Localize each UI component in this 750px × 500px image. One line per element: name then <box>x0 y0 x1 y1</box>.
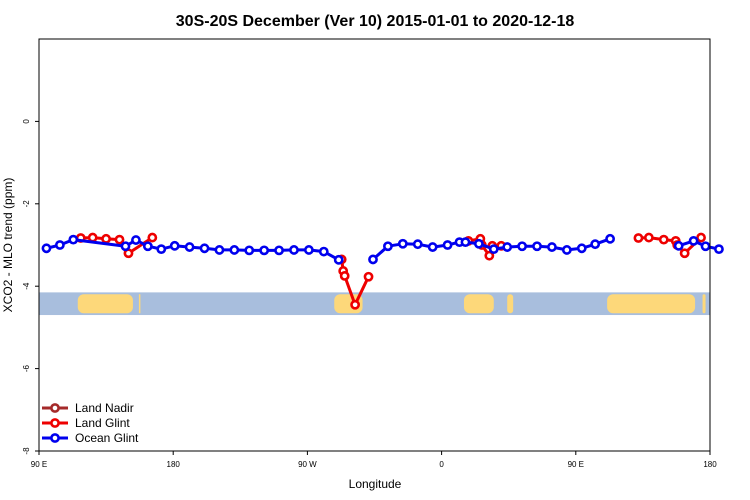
y-tick-label: -6 <box>22 364 31 372</box>
land-patch <box>607 294 696 314</box>
y-tick-label: 0 <box>22 119 31 124</box>
land-patch <box>507 294 514 314</box>
data-point <box>199 243 210 254</box>
data-point <box>101 233 111 244</box>
legend-label: Ocean Glint <box>75 431 139 445</box>
legend-label: Land Nadir <box>75 401 134 415</box>
y-axis-label: XCO2 - MLO trend (ppm) <box>1 178 15 313</box>
legend-label: Land Glint <box>75 416 130 430</box>
data-point <box>488 244 499 255</box>
y-axis: 0 -2 -4 -6 -8 <box>22 119 39 455</box>
x-tick-label: 90 E <box>568 460 584 469</box>
legend-item: Ocean Glint <box>42 431 139 445</box>
data-point <box>114 234 125 245</box>
legend-item: Land Glint <box>42 416 130 430</box>
data-point <box>368 254 378 265</box>
plot-frame <box>38 38 711 452</box>
data-point <box>412 239 423 250</box>
data-point <box>484 250 495 261</box>
y-tick-label: -4 <box>22 282 31 290</box>
data-point <box>289 245 299 255</box>
data-point <box>303 245 314 255</box>
data-point <box>688 235 699 246</box>
data-point <box>673 240 684 251</box>
series-layer <box>41 232 724 310</box>
y-tick-label: -2 <box>22 200 31 208</box>
data-point <box>339 270 350 281</box>
data-point <box>590 239 601 250</box>
data-point <box>442 240 453 250</box>
x-tick-label: 0 <box>439 460 444 469</box>
data-point <box>473 238 484 249</box>
x-tick-label: 90 E <box>31 460 47 469</box>
data-point <box>350 299 361 310</box>
data-point <box>274 245 284 256</box>
x-axis: 90 E 180 90 W 0 90 E 180 <box>31 451 717 469</box>
data-point <box>156 244 167 255</box>
data-point <box>643 232 654 243</box>
data-point <box>169 240 180 251</box>
map-strip <box>39 292 710 316</box>
data-point <box>517 241 528 252</box>
x-tick-label: 180 <box>167 460 181 469</box>
data-point <box>142 241 153 252</box>
data-point <box>700 241 711 252</box>
data-point <box>229 245 240 255</box>
land-patch <box>702 294 706 314</box>
data-point <box>561 245 572 255</box>
land-patch <box>77 294 133 314</box>
data-point <box>576 243 587 254</box>
data-point <box>679 248 690 259</box>
data-point <box>427 242 438 252</box>
x-tick-label: 90 W <box>298 460 317 469</box>
data-point <box>696 232 706 243</box>
data-point <box>68 234 79 245</box>
data-point <box>120 241 131 252</box>
data-point <box>87 232 98 243</box>
legend-swatch-marker <box>50 418 60 428</box>
legend-swatch-marker <box>50 403 60 413</box>
legend-swatch-marker <box>50 433 60 443</box>
data-point <box>147 232 158 243</box>
data-point <box>131 235 141 245</box>
data-point <box>502 242 513 252</box>
data-point <box>41 243 52 254</box>
data-point <box>460 237 471 248</box>
series-ocean-glint <box>41 233 724 265</box>
series-land-glint <box>75 232 706 310</box>
y-tick-label: -8 <box>22 447 31 455</box>
x-axis-label: Longitude <box>349 477 402 491</box>
chart-title: 30S-20S December (Ver 10) 2015-01-01 to … <box>176 13 575 30</box>
data-point <box>259 245 270 256</box>
data-point <box>244 245 255 256</box>
ocean-band <box>39 292 710 316</box>
data-point <box>184 242 195 252</box>
data-point <box>54 240 65 250</box>
land-patch <box>463 294 494 314</box>
data-point <box>547 242 557 252</box>
data-point <box>363 271 374 282</box>
data-point <box>714 244 724 255</box>
x-tick-label: 180 <box>703 460 717 469</box>
data-point <box>333 254 344 265</box>
data-point <box>383 241 393 252</box>
land-patch <box>138 294 141 314</box>
series-line <box>678 239 720 251</box>
data-point <box>633 233 644 243</box>
data-point <box>214 245 225 255</box>
data-point <box>397 238 408 249</box>
data-point <box>532 241 542 252</box>
legend-item: Land Nadir <box>42 401 134 415</box>
data-point <box>658 234 669 245</box>
data-point <box>318 246 329 257</box>
data-point <box>605 233 615 244</box>
